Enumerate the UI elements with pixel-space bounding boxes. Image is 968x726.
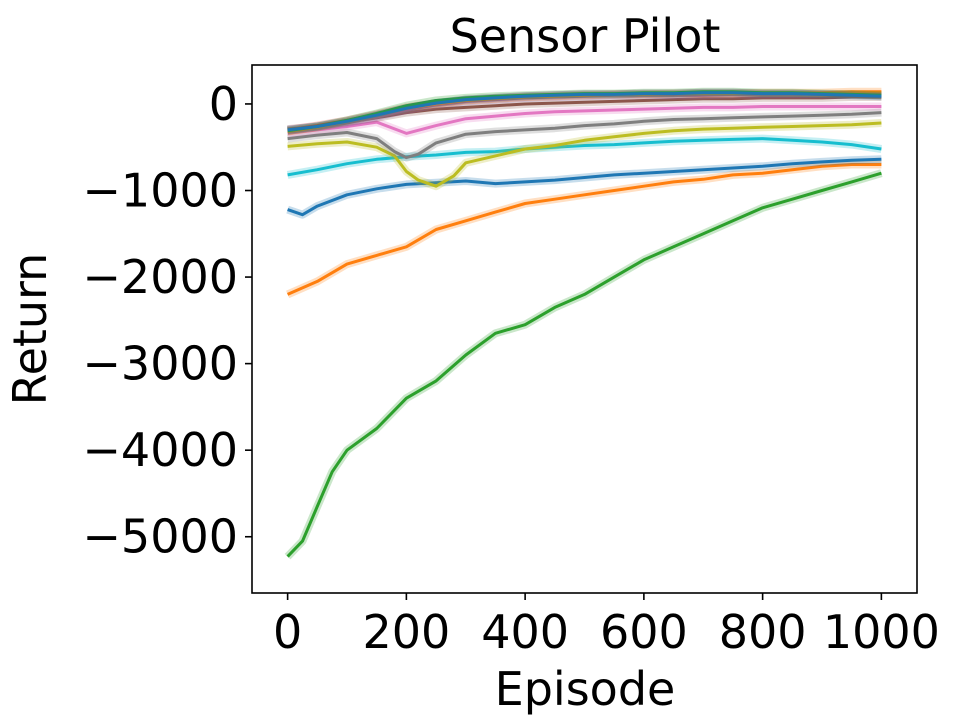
series-line-1 <box>286 163 882 296</box>
series-band-1 <box>285 160 882 299</box>
series-line-6 <box>287 105 882 135</box>
x-tick-label: 1000 <box>823 605 940 659</box>
y-tick-label: −2000 <box>82 250 238 304</box>
y-tick-label: −3000 <box>82 337 238 391</box>
chart-title: Sensor Pilot <box>450 9 721 63</box>
plot-frame <box>251 64 918 594</box>
x-tick-label: 600 <box>600 605 688 659</box>
series-line-5 <box>287 111 882 160</box>
y-axis: 0 −1000 −2000 −3000 −4000 −5000 <box>82 77 252 564</box>
series-line-3 <box>287 137 882 177</box>
y-tick-label: 0 <box>209 77 238 131</box>
series-line-2 <box>287 157 882 217</box>
series-line-0 <box>286 171 882 558</box>
x-tick-label: 200 <box>362 605 450 659</box>
series-line-12 <box>287 91 882 132</box>
series-line-4 <box>287 121 882 188</box>
y-axis-label: Return <box>3 253 57 406</box>
x-tick-label: 0 <box>273 605 302 659</box>
x-axis-label: Episode <box>495 662 676 716</box>
x-tick-label: 800 <box>719 605 807 659</box>
y-tick-label: −4000 <box>82 423 238 477</box>
series-band-2 <box>286 155 882 219</box>
series-layer <box>284 87 883 560</box>
y-tick-label: −5000 <box>82 510 238 564</box>
x-tick-label: 400 <box>481 605 569 659</box>
y-tick-label: −1000 <box>82 164 238 218</box>
x-axis: 0 200 400 600 800 1000 <box>273 593 940 659</box>
series-band-0 <box>284 169 883 560</box>
